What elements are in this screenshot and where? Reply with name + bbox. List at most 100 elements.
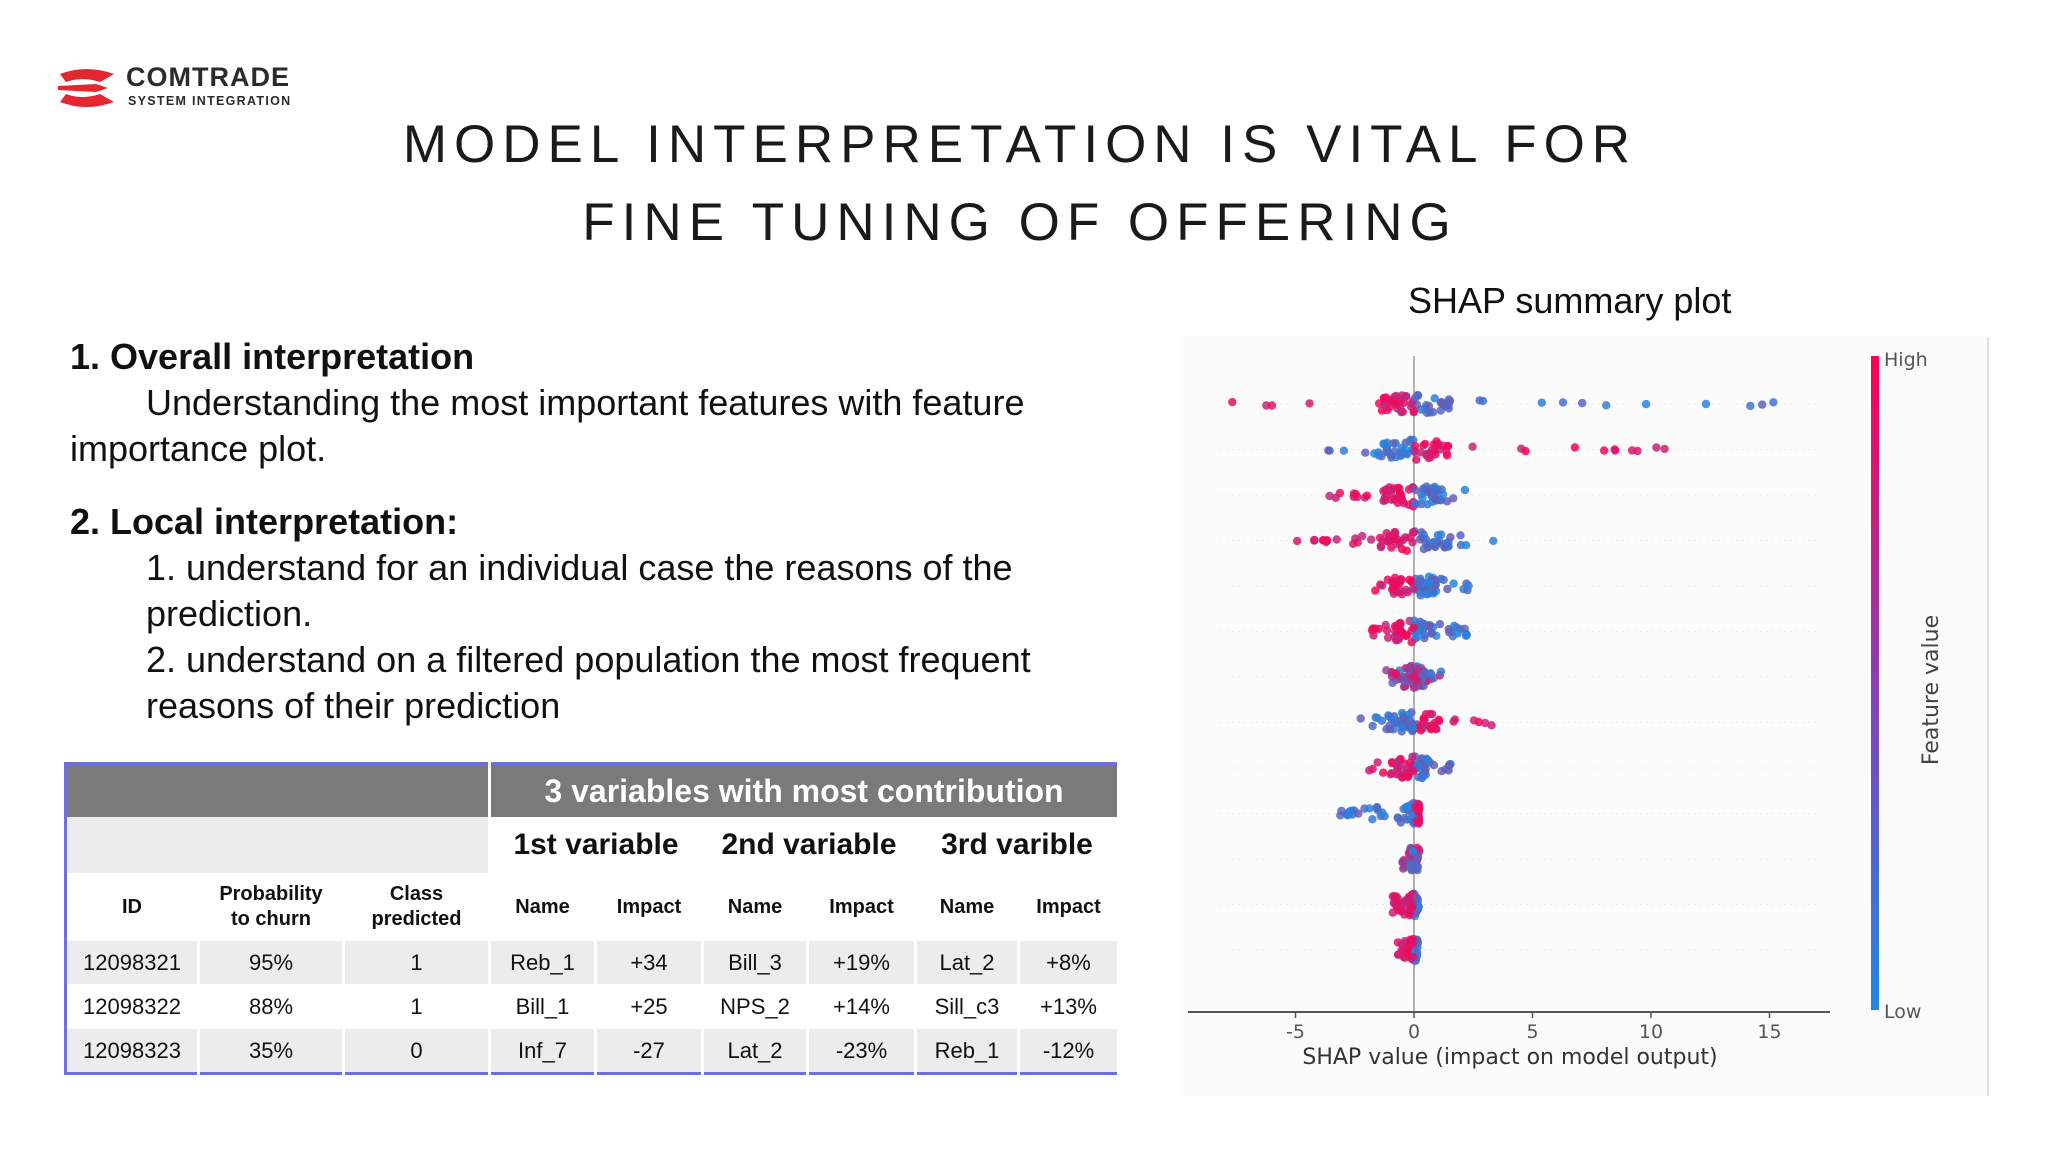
shap-dot [1390, 715, 1399, 724]
shap-dot [1600, 446, 1609, 455]
shap-dot [1405, 758, 1415, 767]
shap-dot [1420, 630, 1429, 640]
shap-summary-plot: -5 0 5 10 15 SHAP value (impact on model out… [1180, 336, 1998, 1096]
shap-dot [1453, 629, 1462, 638]
shap-dot [1434, 715, 1444, 724]
shap-dot [1426, 453, 1435, 462]
shap-dot [1331, 493, 1340, 502]
shap-dot [1408, 847, 1418, 856]
shap-dot [1468, 442, 1477, 451]
shap-dot [1758, 400, 1767, 409]
shap-dot [1410, 441, 1420, 451]
x-tick-label: -5 [1286, 1021, 1305, 1043]
shap-dot [1443, 442, 1453, 451]
shap-dot [1439, 575, 1448, 585]
shap-dot [1449, 579, 1458, 588]
shap-dot [1746, 401, 1755, 411]
shap-dot [1388, 678, 1397, 688]
shap-dot [1769, 398, 1778, 407]
shap-dot [1386, 724, 1395, 734]
shap-dot [1407, 638, 1416, 647]
shap-dot [1469, 716, 1479, 725]
shap-dot [1325, 491, 1334, 501]
shap-dot [1378, 808, 1387, 817]
banner-blank [65, 763, 491, 817]
shap-dot [1391, 669, 1401, 678]
shap-dot [1305, 399, 1314, 408]
shap-dot [1610, 445, 1619, 454]
colorbar-title: Feature value [1919, 615, 1944, 765]
shap-dot [1371, 586, 1380, 595]
shap-dot [1405, 894, 1414, 904]
shap-dot [1362, 491, 1372, 500]
shap-dot [1414, 902, 1423, 912]
shap-dot [1442, 497, 1452, 506]
shap-dot [1521, 446, 1530, 456]
shap-plot-svg: -5 0 5 10 15 SHAP value (impact on model out… [1180, 336, 1990, 1096]
shap-dot [1578, 398, 1587, 408]
shap-dot [1398, 766, 1407, 775]
shap-dot [1413, 664, 1423, 674]
shap-dot [1322, 536, 1331, 545]
shap-dot [1378, 581, 1387, 590]
x-tick-label: 15 [1757, 1021, 1781, 1043]
shap-dot [1396, 451, 1406, 460]
shap-dot [1443, 584, 1452, 594]
shap-dot [1382, 529, 1391, 538]
shap-dot [1433, 531, 1442, 540]
table-row: 12098322 88% 1 Bill_1 +25 NPS_2 +14% Sil… [65, 984, 1120, 1029]
cell-probability: 35% [198, 1028, 345, 1074]
shap-dot [1396, 818, 1405, 827]
shap-dot [1418, 493, 1427, 502]
shap-dot [1373, 713, 1382, 723]
shap-dot [1436, 406, 1445, 415]
shap-dot [1424, 578, 1433, 587]
shap-dot [1398, 858, 1407, 867]
shap-dot [1368, 624, 1378, 633]
local-item-2b: reasons of their prediction [146, 685, 561, 726]
shap-dot [1354, 809, 1363, 818]
shap-dot [1437, 767, 1446, 776]
shap-dot [1293, 536, 1302, 546]
shap-dot [1652, 443, 1661, 452]
shap-dot [1356, 714, 1365, 723]
cell-var1-impact: +34 [595, 941, 704, 985]
shap-dot [1481, 718, 1490, 728]
shap-dot [1400, 677, 1409, 686]
shap-dot [1421, 439, 1430, 449]
shap-dot [1412, 893, 1421, 902]
shap-dot [1370, 449, 1379, 458]
cell-var2-name: NPS_2 [702, 984, 809, 1029]
col-header-id: ID [65, 873, 200, 941]
x-ticks: -5 0 5 10 15 [1286, 1012, 1782, 1043]
shap-dot [1425, 709, 1435, 719]
cell-var1-name: Inf_7 [489, 1028, 597, 1074]
shap-dot [1365, 804, 1374, 813]
x-tick-label: 0 [1408, 1021, 1420, 1043]
logo-subtitle: SYSTEM INTEGRATION [128, 94, 292, 108]
shap-dot [1401, 392, 1410, 401]
shap-dot [1423, 543, 1433, 552]
shap-dot [1436, 667, 1446, 676]
shap-dot [1228, 397, 1237, 407]
shap-dot [1408, 584, 1418, 593]
shap-dot [1358, 531, 1367, 541]
table-row: 12098321 95% 1 Reb_1 +34 Bill_3 +19% Lat… [65, 941, 1120, 985]
shap-dot [1396, 576, 1406, 585]
shap-dot [1368, 815, 1377, 824]
shap-dot [1408, 860, 1418, 869]
col-header-probability: Probability to churn [198, 873, 345, 941]
shap-dot [1379, 496, 1388, 506]
var-row-blank [65, 817, 491, 873]
x-tick-label: 10 [1639, 1021, 1663, 1043]
shap-dot [1392, 901, 1401, 910]
shap-dot [1421, 764, 1430, 773]
shap-dot [1374, 399, 1384, 408]
shap-dot [1310, 536, 1319, 545]
cell-var3-name: Sill_c3 [915, 984, 1020, 1029]
shap-dot [1387, 487, 1396, 497]
shap-dot [1361, 448, 1370, 457]
shap-dot [1450, 715, 1460, 724]
cell-var2-impact: -23% [807, 1028, 917, 1074]
shap-dot [1460, 485, 1470, 495]
